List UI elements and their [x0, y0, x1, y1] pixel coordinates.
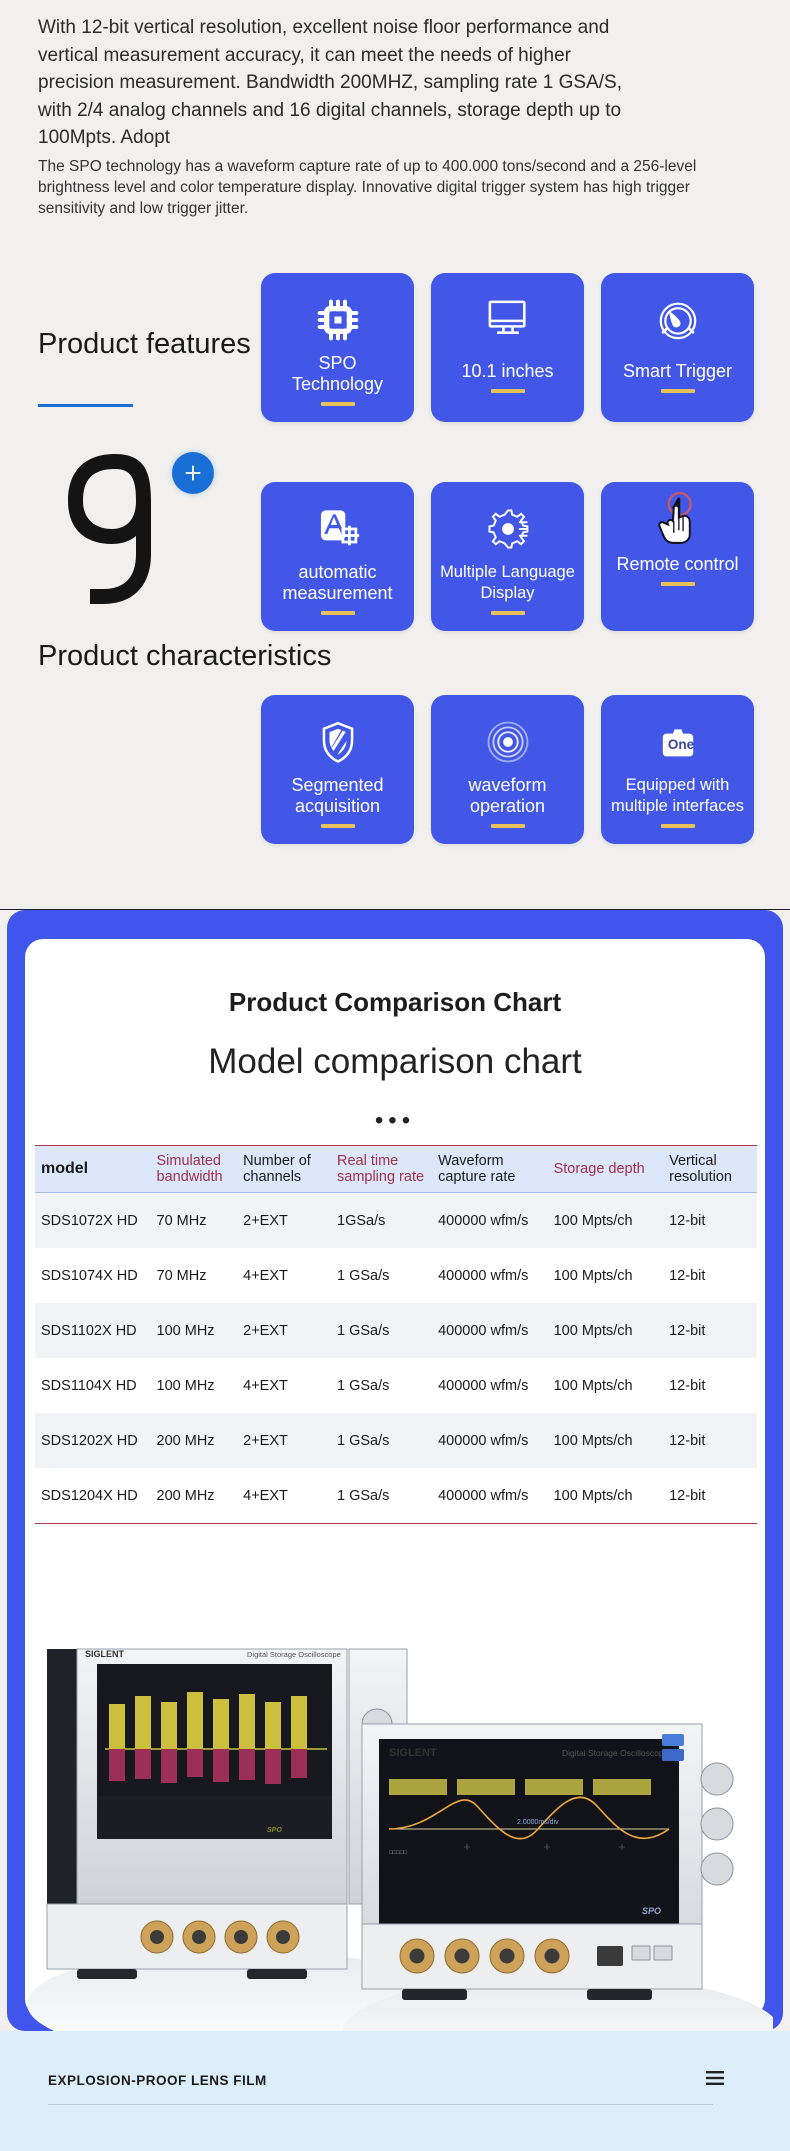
svg-text:SPO: SPO: [642, 1906, 661, 1916]
svg-text:SIGLENT: SIGLENT: [389, 1747, 437, 1759]
svg-text:Digital Storage Oscilloscope: Digital Storage Oscilloscope: [562, 1748, 669, 1758]
svg-text:Digital Storage Oscilloscope: Digital Storage Oscilloscope: [247, 1650, 341, 1659]
svg-text:□□□□□: □□□□□: [389, 1850, 407, 1856]
svg-text:2.0000ms/div: 2.0000ms/div: [517, 1819, 559, 1826]
svg-text:SPO: SPO: [267, 1827, 282, 1834]
svg-text:SIGLENT: SIGLENT: [85, 1649, 125, 1659]
svg-text:One: One: [667, 737, 694, 752]
